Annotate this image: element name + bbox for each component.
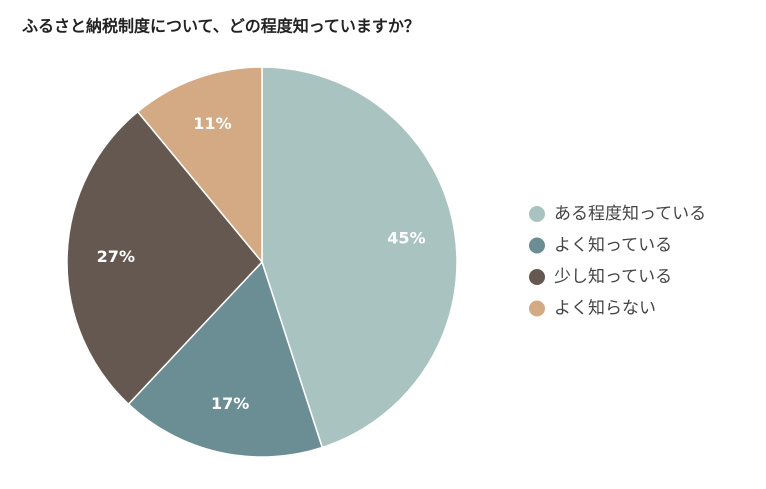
legend-marker [529, 300, 545, 317]
pie-slice [261, 66, 458, 449]
pie-slice [136, 66, 263, 265]
value-label: 27% [97, 247, 135, 266]
legend-marker [529, 237, 545, 254]
pie-slice [66, 110, 263, 406]
legend-label: よく知らない [554, 299, 656, 319]
value-label: 45% [387, 229, 425, 248]
legend-label: よく知っている [554, 236, 672, 256]
legend-marker [529, 206, 545, 222]
legend-label: 少し知っている [554, 267, 672, 287]
value-label: 17% [211, 394, 249, 413]
legend-label: ある程度知っている [554, 204, 706, 224]
value-label: 11% [193, 114, 231, 133]
chart-title: ふるさと納税制度について、どの程度知っていますか？ [22, 17, 420, 36]
pie-slice [127, 260, 324, 458]
legend-marker [529, 269, 545, 285]
